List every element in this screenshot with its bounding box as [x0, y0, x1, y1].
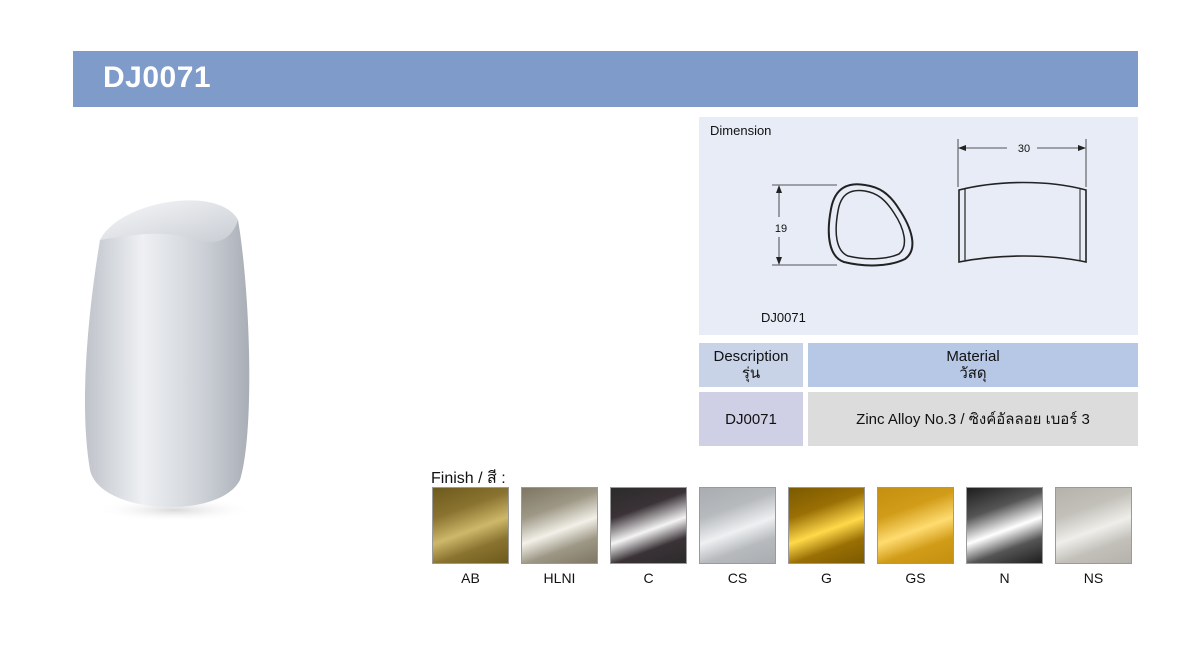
material-value: Zinc Alloy No.3 / ซิงค์อัลลอย เบอร์ 3: [856, 411, 1090, 428]
product-knob-image: [84, 200, 255, 522]
header-bar: DJ0071: [73, 51, 1138, 107]
finish-swatch-hlni: [521, 487, 598, 564]
finish-swatch-g: [788, 487, 865, 564]
finish-code-n: N: [999, 570, 1010, 586]
material-value-cell: Zinc Alloy No.3 / ซิงค์อัลลอย เบอร์ 3: [808, 392, 1138, 446]
finish-code-cs: CS: [727, 570, 748, 586]
finish-swatch-c: [610, 487, 687, 564]
description-header: Description รุ่น: [699, 343, 803, 387]
dimension-label: Dimension: [710, 123, 772, 138]
height-dimension-value: 19: [775, 223, 787, 235]
finish-swatch-gs: [877, 487, 954, 564]
description-value: DJ0071: [725, 410, 777, 428]
finish-code-gs: GS: [905, 570, 926, 586]
finish-swatch-ns: [1055, 487, 1132, 564]
finish-swatch-cs: [699, 487, 776, 564]
finish-label: Finish / สี :: [431, 470, 506, 487]
dimension-panel: Dimension 30 19 DJ0071: [699, 117, 1138, 335]
description-header-th: รุ่น: [741, 365, 761, 382]
finish-code-c: C: [643, 570, 654, 586]
material-header: Material วัสดุ: [808, 343, 1138, 387]
dimension-model-code: DJ0071: [761, 310, 806, 325]
dimension-drawing: 30 19: [772, 139, 1087, 267]
finish-swatch-n: [966, 487, 1043, 564]
finish-code-ns: NS: [1083, 570, 1104, 586]
finish-code-g: G: [821, 570, 832, 586]
material-header-en: Material: [946, 348, 1000, 365]
finish-code-ab: AB: [461, 570, 480, 586]
material-header-th: วัสดุ: [959, 365, 987, 382]
finish-code-hlni: HLNI: [543, 570, 576, 586]
page-title: DJ0071: [103, 61, 212, 94]
description-value-cell: DJ0071: [699, 392, 803, 446]
description-header-en: Description: [713, 348, 789, 365]
finish-swatch-ab: [432, 487, 509, 564]
width-dimension-value: 30: [1018, 143, 1030, 155]
